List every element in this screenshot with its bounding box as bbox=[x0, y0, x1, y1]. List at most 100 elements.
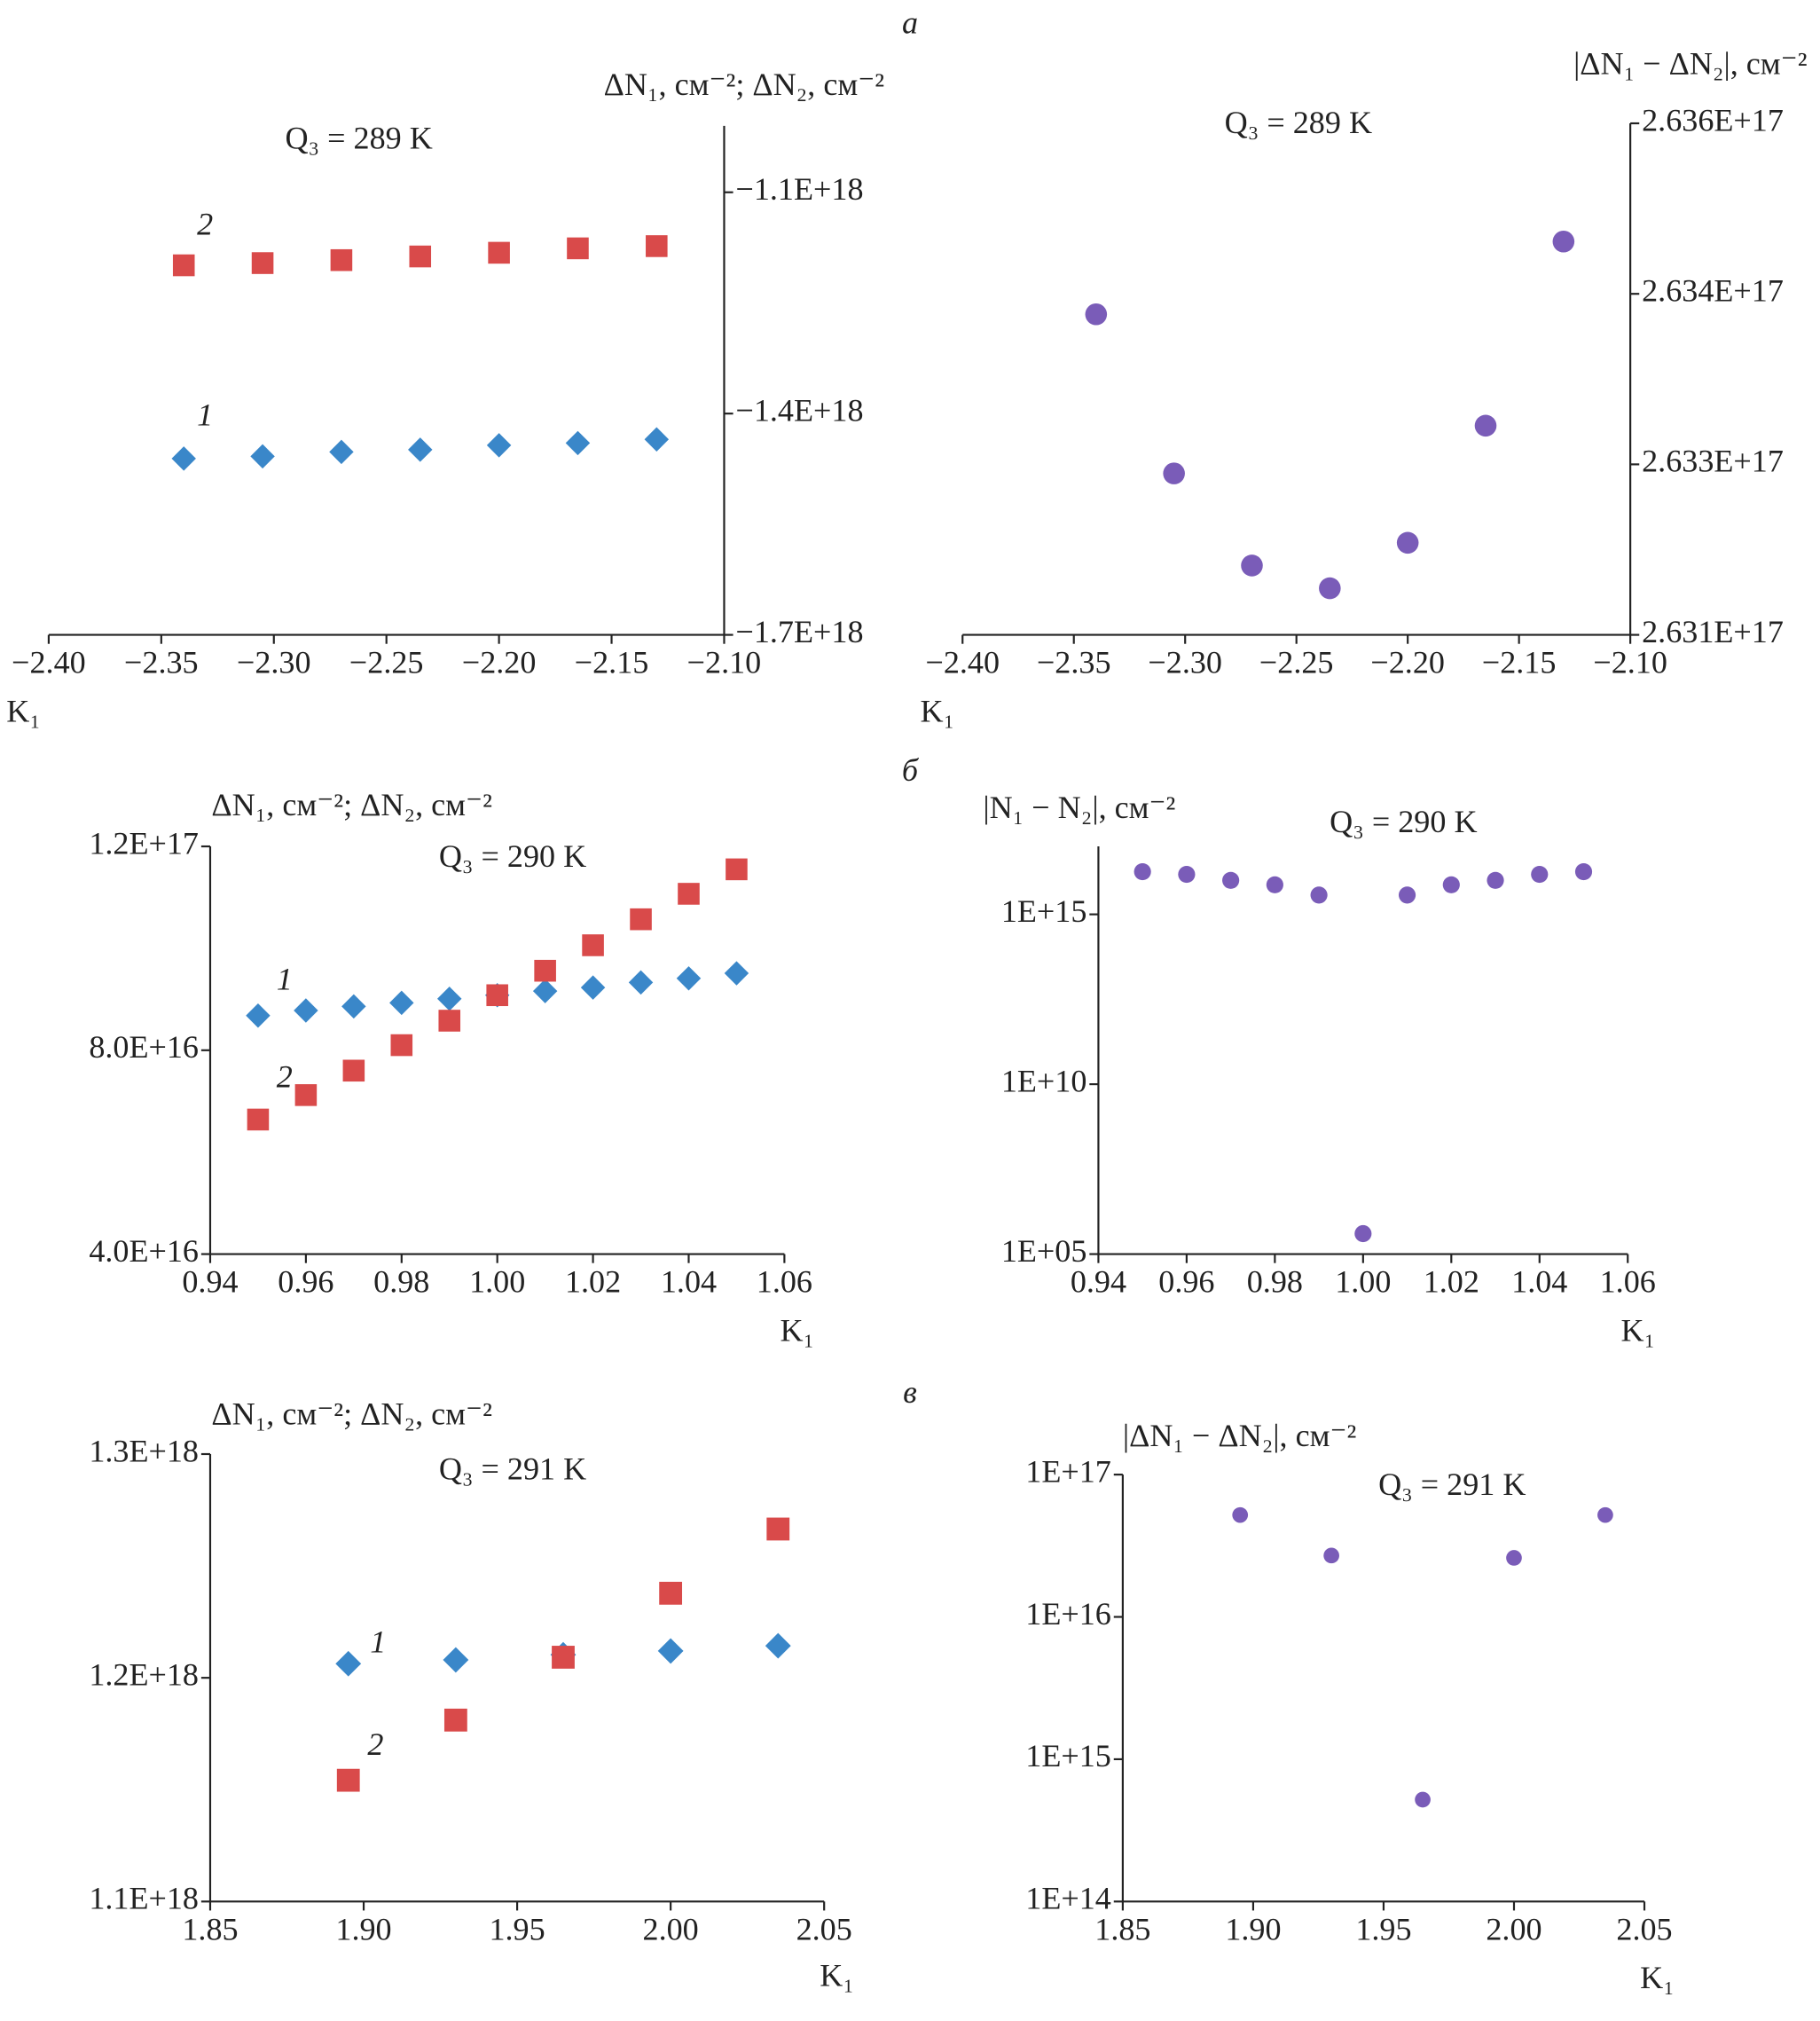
circle-marker bbox=[1415, 1791, 1431, 1808]
circle-marker bbox=[1163, 462, 1185, 484]
diamond-marker bbox=[171, 446, 196, 471]
y-tick-label: −1.1E+18 bbox=[735, 171, 863, 207]
diamond-marker bbox=[250, 444, 275, 469]
square-marker bbox=[488, 241, 510, 264]
y-tick-label: 1.1E+18 bbox=[89, 1881, 199, 1916]
x-tick-label: 0.96 bbox=[278, 1264, 333, 1300]
x-tick-label: 1.04 bbox=[661, 1264, 717, 1300]
circle-marker bbox=[1178, 866, 1196, 884]
x-tick-label: 1.02 bbox=[1424, 1264, 1479, 1300]
circle-marker bbox=[1319, 577, 1341, 600]
y-tick-label: 2.631E+17 bbox=[1642, 614, 1784, 649]
y-tick-label: 1E+10 bbox=[1001, 1063, 1087, 1098]
x-tick-label: 2.00 bbox=[1486, 1911, 1542, 1946]
y-tick-label: 2.633E+17 bbox=[1642, 444, 1784, 479]
x-tick-label: −2.25 bbox=[1259, 645, 1334, 680]
square-marker bbox=[630, 908, 652, 931]
x-axis-label: K₁ bbox=[1640, 1960, 1675, 1995]
x-tick-label: 1.06 bbox=[1600, 1264, 1656, 1300]
x-tick-label: −2.40 bbox=[12, 645, 86, 680]
circle-marker bbox=[1487, 871, 1504, 889]
y-axis-label: |ΔN₁ − ΔN₂|, см⁻² bbox=[1123, 1418, 1356, 1453]
x-tick-label: −2.25 bbox=[349, 645, 424, 680]
panel-label: а bbox=[902, 4, 918, 40]
square-marker bbox=[336, 1768, 360, 1792]
diamond-marker bbox=[341, 994, 366, 1019]
x-tick-label: 1.06 bbox=[757, 1264, 812, 1300]
x-tick-label: −2.20 bbox=[462, 645, 537, 680]
diamond-marker bbox=[408, 437, 433, 462]
circle-marker bbox=[1574, 862, 1593, 881]
x-tick-label: 0.96 bbox=[1158, 1264, 1214, 1300]
square-marker bbox=[766, 1517, 790, 1541]
square-marker bbox=[567, 237, 589, 260]
y-tick-label: 1E+17 bbox=[1025, 1453, 1111, 1489]
chart-title: Q₃ = 291 K bbox=[439, 1451, 586, 1487]
square-marker bbox=[678, 883, 700, 905]
circle-marker bbox=[1398, 886, 1416, 904]
x-tick-label: 1.90 bbox=[335, 1911, 391, 1946]
x-axis-label: K₁ bbox=[1620, 1312, 1655, 1348]
y-tick-label: 4.0E+16 bbox=[89, 1233, 199, 1269]
y-axis-label: ΔN₁, см⁻²; ΔN₂, см⁻² bbox=[211, 787, 491, 822]
x-tick-label: 1.00 bbox=[1335, 1264, 1391, 1300]
square-marker bbox=[247, 1108, 270, 1131]
circle-marker bbox=[1354, 1224, 1372, 1243]
square-marker bbox=[534, 959, 556, 982]
diamond-marker bbox=[246, 1003, 271, 1028]
diamond-marker bbox=[765, 1632, 791, 1659]
y-tick-label: 1E+15 bbox=[1001, 893, 1087, 929]
circle-marker bbox=[1442, 876, 1460, 893]
x-tick-label: −2.35 bbox=[1037, 645, 1111, 680]
y-tick-label: 1.3E+18 bbox=[89, 1433, 199, 1468]
diamond-marker bbox=[565, 430, 591, 456]
diamond-marker bbox=[657, 1638, 684, 1664]
x-tick-label: 1.00 bbox=[469, 1264, 525, 1300]
series-label: 2 bbox=[277, 1058, 293, 1094]
x-tick-label: 1.02 bbox=[565, 1264, 621, 1300]
x-tick-label: −2.20 bbox=[1370, 645, 1445, 680]
x-tick-label: 2.00 bbox=[643, 1911, 699, 1946]
x-tick-label: 1.04 bbox=[1511, 1264, 1567, 1300]
y-tick-label: 2.634E+17 bbox=[1642, 273, 1784, 309]
x-tick-label: 0.98 bbox=[1247, 1264, 1303, 1300]
square-marker bbox=[251, 252, 274, 274]
circle-marker bbox=[1323, 1547, 1339, 1564]
circle-marker bbox=[1222, 871, 1240, 889]
series-label: 1 bbox=[277, 962, 293, 997]
x-tick-label: 0.98 bbox=[373, 1264, 429, 1300]
diamond-marker bbox=[335, 1650, 362, 1677]
series-label: 1 bbox=[370, 1624, 386, 1660]
square-marker bbox=[646, 235, 668, 257]
y-tick-label: 1.2E+18 bbox=[89, 1656, 199, 1692]
square-marker bbox=[330, 248, 353, 271]
square-marker bbox=[172, 254, 195, 277]
diamond-marker bbox=[676, 966, 702, 991]
series-label: 1 bbox=[197, 397, 213, 433]
circle-marker bbox=[1085, 303, 1108, 326]
square-marker bbox=[726, 858, 748, 881]
chart-title: Q₃ = 291 K bbox=[1378, 1467, 1526, 1502]
x-axis-label: K₁ bbox=[6, 693, 41, 728]
chart-title: Q₃ = 290 K bbox=[439, 838, 586, 874]
circle-marker bbox=[1232, 1506, 1249, 1523]
x-tick-label: −2.15 bbox=[1482, 645, 1557, 680]
diamond-marker bbox=[644, 427, 670, 452]
x-tick-label: −2.40 bbox=[925, 645, 1000, 680]
y-tick-label: 1E+16 bbox=[1025, 1596, 1111, 1632]
x-tick-label: −2.30 bbox=[237, 645, 311, 680]
y-axis-label: |ΔN₁ − ΔN₂|, см⁻² bbox=[1573, 46, 1807, 82]
circle-marker bbox=[1597, 1506, 1613, 1523]
y-axis-label: ΔN₁, см⁻²; ΔN₂, см⁻² bbox=[211, 1396, 491, 1431]
square-marker bbox=[438, 1010, 461, 1032]
y-axis-label: |N₁ − N₂|, см⁻² bbox=[983, 790, 1175, 825]
chart-title: Q₃ = 289 K bbox=[285, 121, 432, 156]
diamond-marker bbox=[329, 439, 354, 465]
y-axis-label: ΔN₁, см⁻²; ΔN₂, см⁻² bbox=[604, 67, 884, 102]
square-marker bbox=[443, 1708, 467, 1732]
square-marker bbox=[582, 934, 604, 956]
series-label: 2 bbox=[367, 1726, 383, 1762]
y-tick-label: 1E+05 bbox=[1001, 1233, 1087, 1269]
circle-marker bbox=[1531, 866, 1549, 884]
square-marker bbox=[409, 245, 432, 268]
